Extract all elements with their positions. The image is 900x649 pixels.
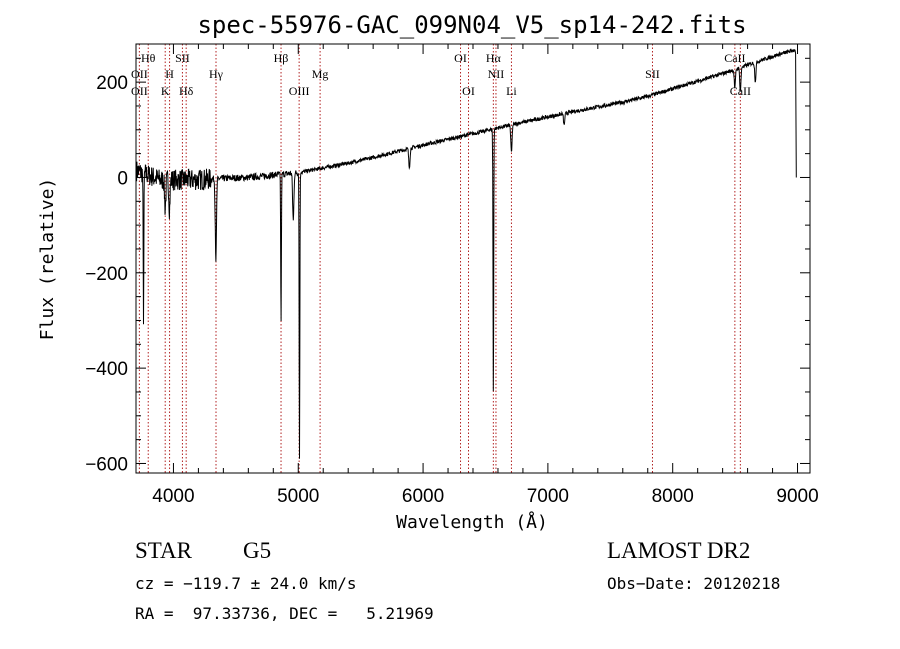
y-tick-label-1: −400 [85,359,128,380]
x-tick-label-1: 5000 [277,486,319,507]
line-label-11: OI [454,51,467,65]
line-label-9: OIII [289,84,310,98]
spectrum-series-line [136,48,797,459]
redshift-cz: cz = −119.7 ± 24.0 km/s [135,574,357,593]
line-label-1: OII [131,67,148,81]
line-label-10: Mg [312,67,329,81]
object-class: STAR [135,538,192,563]
line-label-8: Hβ [274,51,289,65]
line-label-6: Hδ [179,84,194,98]
object-subclass: G5 [243,538,272,563]
spectral-line-markers [138,44,741,473]
x-tick-label-2: 6000 [402,486,444,507]
x-tick-label-3: 7000 [527,486,569,507]
y-tick-label-3: 0 [117,168,128,189]
x-tick-label-0: 4000 [152,486,194,507]
line-label-2: OII [131,84,148,98]
x-tick-label-5: 9000 [776,486,818,507]
y-axis: −600 −400 −200 0 200 [85,57,810,475]
coordinates: RA = 97.33736, DEC = 5.21969 [135,604,434,623]
line-label-4: K [161,84,170,98]
line-label-7: Hγ [209,67,224,81]
line-label-3: H [165,67,174,81]
observation-date: Obs−Date: 20120218 [607,574,781,593]
line-label-15: Li [506,84,517,98]
y-tick-label-4: 200 [96,73,128,94]
y-tick-label-2: −200 [85,264,128,285]
line-label-16: SII [645,67,660,81]
chart-title: spec-55976-GAC_099N04_V5_sp14-242.fits [197,11,746,39]
line-label-14: NII [488,67,505,81]
x-axis-label: Wavelength (Å) [396,511,548,533]
line-label-13: Hα [486,51,502,65]
line-label-12: OI [462,84,475,98]
y-axis-label: Flux (relative) [37,178,58,341]
survey-name: LAMOST DR2 [607,538,751,563]
y-tick-label-0: −600 [85,454,128,475]
x-axis: 4000 5000 6000 7000 8000 9000 [152,44,819,507]
line-label-5: SII [175,51,190,65]
line-label-0: Hθ [141,51,156,65]
x-tick-label-4: 8000 [652,486,694,507]
line-label-17: CaII [724,51,745,65]
plot-frame [135,43,811,474]
